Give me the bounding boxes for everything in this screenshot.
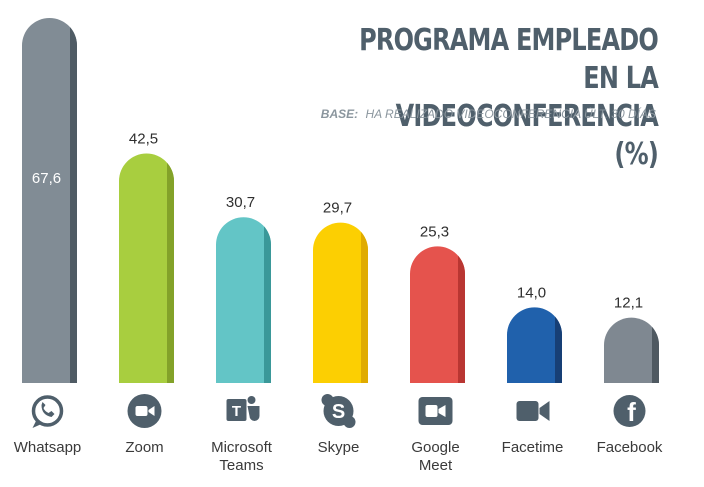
bar-value-label: 29,7 (323, 200, 352, 217)
bar-shade (70, 18, 77, 383)
base-label: BASE: (320, 107, 359, 121)
bar-shade (264, 217, 271, 383)
zoom-icon (127, 394, 162, 428)
bar-4: 29,7 (313, 200, 368, 383)
bar-value-label: 12,1 (614, 295, 643, 312)
category-label: Microsoft (211, 439, 273, 456)
svg-text:f: f (627, 397, 636, 427)
bar-body (313, 222, 368, 383)
bar-shade (361, 222, 368, 383)
category-label: Facetime (502, 439, 564, 456)
teams-icon: T (226, 396, 260, 422)
category-label: Teams (219, 457, 263, 474)
skype-icon: S (321, 394, 356, 428)
bar-value-label: 30,7 (226, 194, 255, 211)
bar-body (507, 307, 562, 383)
bar-shade (167, 153, 174, 383)
bar-2: 42,5 (119, 131, 174, 383)
bar-value-label: 67,6 (32, 170, 61, 187)
bar-6: 14,0 (507, 284, 562, 383)
bar-body (216, 217, 271, 383)
facetime-icon (516, 401, 550, 421)
category-label: Facebook (597, 439, 663, 456)
svg-text:S: S (332, 401, 345, 423)
category-label: Whatsapp (14, 439, 82, 456)
chart-title-line-1: PROGRAMA EMPLEADO EN LA (359, 23, 659, 96)
bar-3: 30,7 (216, 194, 271, 383)
bar-body (410, 246, 465, 383)
bar-body (604, 317, 659, 383)
chart-title: PROGRAMA EMPLEADO EN LA VIDEOCONFERENCIA… (354, 22, 659, 174)
category-label: Google (411, 439, 459, 456)
svg-text:T: T (232, 403, 241, 420)
category-label: Zoom (125, 439, 163, 456)
chart-title-line-2: VIDEOCONFERENCIA (%) (395, 99, 659, 172)
bar-1: 67,6 (22, 18, 77, 383)
bar-value-label: 25,3 (420, 223, 449, 240)
category-label: Skype (318, 439, 360, 456)
bar-7: 12,1 (604, 295, 659, 383)
google-meet-icon (418, 397, 453, 425)
chart-base-note: BASE: HA REALIZADO VIDEOCONFERENCIA ÚLT.… (321, 107, 656, 121)
bar-value-label: 42,5 (129, 131, 158, 148)
bar-body (22, 18, 77, 383)
bar-body (119, 153, 174, 383)
bar-shade (555, 307, 562, 383)
bar-value-label: 14,0 (517, 284, 546, 301)
bar-shade (458, 246, 465, 383)
bar-shade (652, 317, 659, 383)
bar-5: 25,3 (410, 223, 465, 383)
base-text: HA REALIZADO VIDEOCONFERENCIA ÚLT. 30 DÍ… (365, 107, 656, 121)
category-label: Meet (419, 457, 453, 474)
whatsapp-icon (31, 395, 64, 428)
facebook-icon: f (613, 395, 646, 427)
